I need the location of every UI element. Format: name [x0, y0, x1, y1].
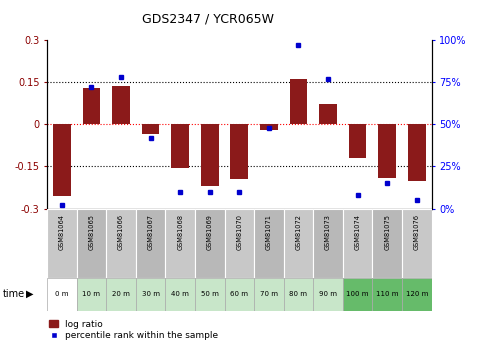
Bar: [106, 209, 136, 278]
Bar: [225, 278, 254, 310]
Text: GSM81075: GSM81075: [384, 214, 390, 250]
Bar: [112, 86, 130, 124]
Text: GSM81068: GSM81068: [177, 214, 183, 250]
Text: GSM81072: GSM81072: [296, 214, 302, 250]
Bar: [343, 278, 372, 310]
Text: GDS2347 / YCR065W: GDS2347 / YCR065W: [142, 12, 274, 25]
Bar: [372, 209, 402, 278]
Bar: [402, 278, 432, 310]
Bar: [319, 105, 337, 124]
Bar: [225, 209, 254, 278]
Bar: [313, 209, 343, 278]
Text: GSM81071: GSM81071: [266, 214, 272, 250]
Text: 0 m: 0 m: [55, 291, 68, 297]
Bar: [408, 124, 426, 180]
Text: 120 m: 120 m: [406, 291, 428, 297]
Text: 110 m: 110 m: [376, 291, 398, 297]
Bar: [372, 278, 402, 310]
Bar: [171, 124, 189, 168]
Text: GSM81066: GSM81066: [118, 214, 124, 250]
Bar: [254, 278, 284, 310]
Text: 80 m: 80 m: [290, 291, 308, 297]
Text: 40 m: 40 m: [171, 291, 189, 297]
Bar: [165, 278, 195, 310]
Text: 20 m: 20 m: [112, 291, 130, 297]
Text: 10 m: 10 m: [82, 291, 101, 297]
Text: GSM81076: GSM81076: [414, 214, 420, 250]
Text: GSM81069: GSM81069: [207, 214, 213, 250]
Bar: [290, 79, 308, 124]
Bar: [231, 124, 248, 179]
Bar: [284, 278, 313, 310]
Bar: [47, 209, 77, 278]
Bar: [402, 209, 432, 278]
Text: 60 m: 60 m: [230, 291, 248, 297]
Text: 70 m: 70 m: [260, 291, 278, 297]
Bar: [195, 278, 225, 310]
Text: GSM81064: GSM81064: [59, 214, 65, 250]
Legend: log ratio, percentile rank within the sample: log ratio, percentile rank within the sa…: [49, 320, 219, 341]
Bar: [201, 124, 219, 186]
Bar: [343, 209, 372, 278]
Text: 100 m: 100 m: [346, 291, 369, 297]
Text: ▶: ▶: [26, 289, 33, 299]
Text: 50 m: 50 m: [201, 291, 219, 297]
Bar: [260, 124, 278, 130]
Text: GSM81067: GSM81067: [148, 214, 154, 250]
Text: 90 m: 90 m: [319, 291, 337, 297]
Text: GSM81065: GSM81065: [88, 214, 94, 250]
Bar: [349, 124, 367, 158]
Text: 30 m: 30 m: [142, 291, 160, 297]
Bar: [83, 88, 100, 124]
Text: GSM81074: GSM81074: [355, 214, 361, 250]
Text: GSM81073: GSM81073: [325, 214, 331, 250]
Text: GSM81070: GSM81070: [236, 214, 243, 250]
Bar: [136, 209, 165, 278]
Bar: [142, 124, 160, 134]
Text: time: time: [2, 289, 25, 299]
Bar: [136, 278, 165, 310]
Bar: [313, 278, 343, 310]
Bar: [77, 209, 106, 278]
Bar: [53, 124, 71, 196]
Bar: [165, 209, 195, 278]
Bar: [47, 278, 77, 310]
Bar: [195, 209, 225, 278]
Bar: [284, 209, 313, 278]
Bar: [106, 278, 136, 310]
Bar: [378, 124, 396, 178]
Bar: [254, 209, 284, 278]
Bar: [77, 278, 106, 310]
